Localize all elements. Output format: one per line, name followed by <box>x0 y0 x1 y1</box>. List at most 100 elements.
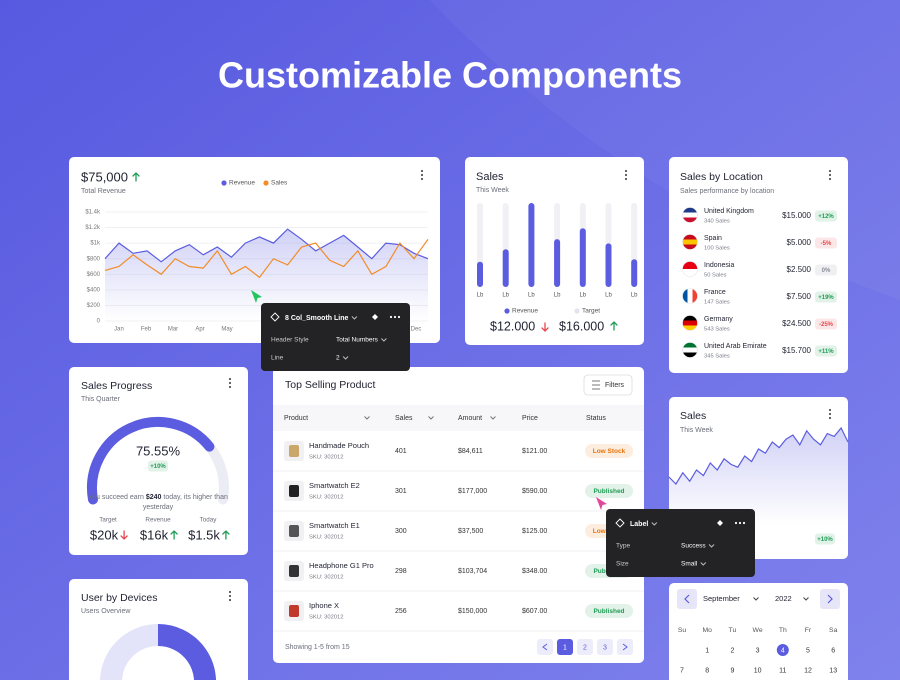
column-header: Status <box>586 415 606 422</box>
product-sku: SKU: 302012 <box>309 615 343 621</box>
y-tick-label: $1.4k <box>85 210 101 216</box>
x-tick-label: Feb <box>141 327 152 333</box>
menu-dot <box>228 590 232 594</box>
y-tick-label: 0 <box>97 319 101 325</box>
filter-button[interactable] <box>583 374 633 396</box>
page-button[interactable] <box>617 639 633 655</box>
page-button-box <box>597 639 613 655</box>
flag-stripe <box>682 234 698 240</box>
country-name: Germany <box>704 316 733 323</box>
weekday: Tu <box>729 627 737 634</box>
day[interactable]: 7 <box>680 667 684 674</box>
x-tick-label: Mar <box>168 327 178 333</box>
chevron <box>827 594 833 604</box>
more-menu[interactable] <box>828 408 832 420</box>
day[interactable]: 10 <box>754 667 762 674</box>
product-sku: SKU: 302012 <box>309 535 343 541</box>
cursor <box>251 290 262 303</box>
menu-dot <box>828 173 832 177</box>
day[interactable]: 4 <box>781 647 785 654</box>
line-series <box>104 228 429 263</box>
arrow-down <box>541 322 549 332</box>
flag <box>682 315 698 331</box>
legend-label: Target <box>582 308 600 315</box>
day[interactable]: 2 <box>730 647 734 654</box>
day[interactable]: 12 <box>804 667 812 674</box>
badge-text: 0% <box>822 268 831 274</box>
move-icon[interactable] <box>372 314 378 320</box>
more-menu[interactable] <box>624 169 628 181</box>
card-title: Sales <box>476 171 504 183</box>
flag-body <box>682 315 698 331</box>
menu-dot <box>828 169 832 173</box>
calendar-nav[interactable] <box>677 589 697 609</box>
day[interactable]: 13 <box>829 667 837 674</box>
product-thumb-icon <box>289 605 299 617</box>
page-button[interactable]: 3 <box>597 639 613 655</box>
stat-value: $1.5k <box>188 527 220 542</box>
flag-stripe <box>682 325 698 331</box>
product-name: Handmade Pouch <box>309 441 369 450</box>
cell: $37,500 <box>458 528 483 535</box>
day[interactable]: 6 <box>831 647 835 654</box>
menu-dot <box>228 594 232 598</box>
move-icon[interactable] <box>717 520 723 526</box>
calendar-nav[interactable] <box>820 589 840 609</box>
page-button[interactable] <box>537 639 553 655</box>
flag-body <box>682 234 698 250</box>
day[interactable]: 8 <box>705 667 709 674</box>
page-button[interactable]: 1 <box>557 639 573 655</box>
flag <box>682 234 698 250</box>
cell: $103,704 <box>458 568 487 575</box>
menu-dot <box>624 173 628 177</box>
arrow-up <box>222 530 230 540</box>
x-tick-label: Dec <box>411 327 422 333</box>
more-menu[interactable] <box>228 377 232 389</box>
status-badge <box>585 444 633 458</box>
filter-label: Filters <box>605 382 625 389</box>
menu-dot <box>828 177 832 181</box>
flag-stripe <box>682 320 698 326</box>
menu-dot <box>228 381 232 385</box>
badge-text: -25% <box>819 322 834 328</box>
page-button[interactable]: 2 <box>577 639 593 655</box>
calendar-nav-box <box>820 589 840 609</box>
product-name: Smartwatch E2 <box>309 481 360 490</box>
day[interactable]: 5 <box>806 647 810 654</box>
card <box>273 367 644 663</box>
more-menu[interactable] <box>420 169 424 181</box>
chevron-left <box>542 643 548 651</box>
day[interactable]: 9 <box>730 667 734 674</box>
cell: $150,000 <box>458 608 487 615</box>
cell: $607.00 <box>522 608 547 615</box>
page-button-box <box>537 639 553 655</box>
country-sales: 340 Sales <box>704 219 730 225</box>
message: You succeed earn $240 today, its higher … <box>88 494 228 501</box>
gauge-value: 75.55% <box>136 443 181 458</box>
day[interactable]: 3 <box>756 647 760 654</box>
more-menu[interactable] <box>228 590 232 602</box>
calendar-month: September <box>703 594 740 603</box>
flag-stripe <box>682 217 698 223</box>
y-tick-label: $600 <box>87 272 101 278</box>
kpi-value: $75,000 <box>81 169 128 184</box>
product-sku: SKU: 302012 <box>309 495 343 501</box>
status-text: Published <box>593 488 624 495</box>
page-title: Customizable Components <box>218 55 682 96</box>
arrow-up <box>132 172 140 182</box>
country-name: United Kingdom <box>704 208 754 215</box>
x-tick-label: Lb <box>631 293 638 299</box>
country-sales: 147 Sales <box>704 300 730 306</box>
badge-text: +10% <box>817 537 833 543</box>
day[interactable]: 1 <box>705 647 709 654</box>
day[interactable]: 11 <box>779 667 786 674</box>
stat-value: $16k <box>140 527 169 542</box>
move-icon-shape <box>372 314 378 320</box>
total-value: $12.000 <box>490 319 535 333</box>
popup-value: 2 <box>336 355 340 362</box>
more-menu[interactable] <box>828 169 832 181</box>
menu-dot <box>228 377 232 381</box>
popup-value: Success <box>681 543 706 550</box>
country-amount: $15.700 <box>782 346 811 355</box>
